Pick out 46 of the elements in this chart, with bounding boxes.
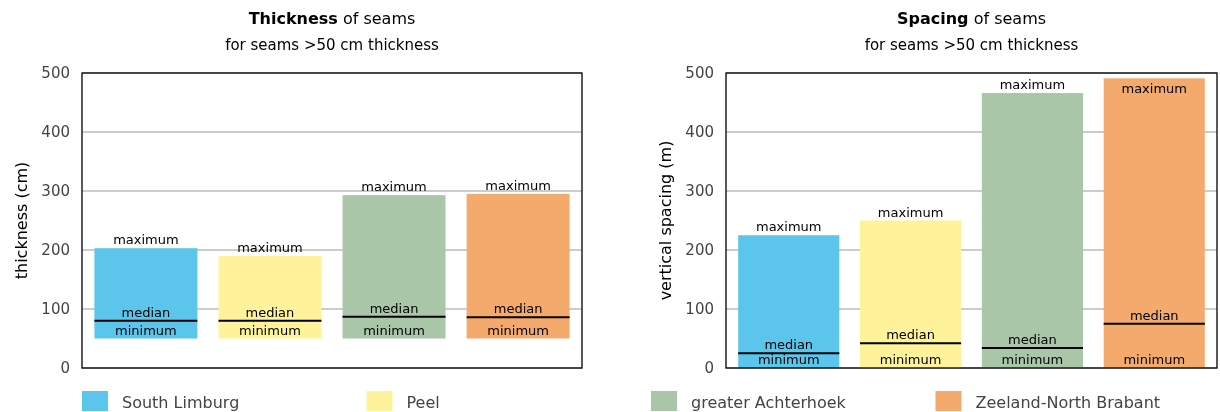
chart-title: Spacing of seams <box>896 9 1047 28</box>
y-tick-label: 100 <box>685 300 714 319</box>
annotation: median <box>369 300 419 316</box>
y-axis-title: vertical spacing (m) <box>656 140 675 301</box>
y-tick-label: 200 <box>685 241 714 260</box>
annotation: maximum <box>999 77 1066 93</box>
y-axis-title: thickness (cm) <box>12 161 31 280</box>
chart-subtitle: for seams >50 cm thickness <box>225 36 440 54</box>
annotation: maximum <box>755 219 822 235</box>
annotation: maximum <box>361 179 427 195</box>
annotation: maximum <box>485 177 551 193</box>
annotation: median <box>121 304 171 320</box>
chart-subtitle: for seams >50 cm thickness <box>864 36 1079 54</box>
annotation: maximum <box>877 204 944 220</box>
annotation: maximum <box>237 239 303 255</box>
annotation: minimum <box>487 322 549 338</box>
y-tick-label: 100 <box>41 300 70 319</box>
y-tick-label: 200 <box>41 241 70 260</box>
annotation: minimum <box>757 352 820 367</box>
annotation: minimum <box>363 322 425 338</box>
y-tick-label: 300 <box>685 182 714 201</box>
annotation: minimum <box>1001 352 1064 367</box>
annotation: maximum <box>113 232 179 248</box>
annotation: median <box>1129 307 1179 323</box>
annotation: median <box>764 337 814 353</box>
annotation: median <box>245 304 295 320</box>
annotation: minimum <box>1123 352 1186 367</box>
annotation: median <box>886 327 935 343</box>
y-tick-label: 400 <box>685 123 714 142</box>
annotation: minimum <box>239 322 301 338</box>
y-tick-label: 0 <box>60 359 70 378</box>
annotation: minimum <box>115 322 177 338</box>
legend-label: greater Achterhoek <box>691 393 847 412</box>
y-tick-label: 0 <box>704 359 714 378</box>
legend-label: Peel <box>406 393 440 412</box>
annotation: median <box>493 301 543 317</box>
legend-label: Zeeland-North Brabant <box>975 393 1161 412</box>
chart-title: Thickness of seams <box>248 9 416 28</box>
legend-label: South Limburg <box>122 393 240 412</box>
y-tick-label: 400 <box>41 123 70 142</box>
y-tick-label: 500 <box>41 64 70 83</box>
y-tick-label: 300 <box>41 182 70 201</box>
y-tick-label: 500 <box>685 64 714 83</box>
annotation: minimum <box>879 352 942 367</box>
annotation: maximum <box>1121 81 1188 97</box>
annotation: median <box>1008 331 1057 347</box>
